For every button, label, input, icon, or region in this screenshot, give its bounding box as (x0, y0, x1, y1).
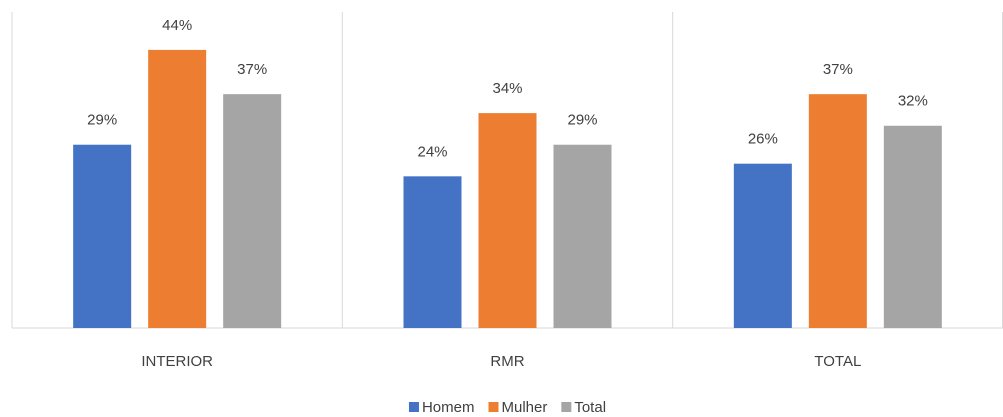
data-label: 29% (87, 112, 117, 129)
legend: Homem Mulher Total (408, 399, 606, 416)
bar (478, 113, 537, 329)
x-tick-label: TOTAL (814, 353, 861, 370)
x-tick-label: RMR (490, 353, 524, 370)
legend-label: Total (574, 399, 606, 416)
bar (883, 125, 942, 328)
x-tick-label: INTERIOR (141, 353, 213, 370)
bar (733, 163, 792, 328)
data-label: 37% (237, 61, 267, 78)
legend-swatch (488, 402, 499, 412)
data-label: 29% (567, 112, 597, 129)
bar (223, 94, 282, 328)
legend-label: Mulher (501, 399, 547, 416)
legend-label: Homem (422, 399, 475, 416)
data-label: 24% (417, 143, 447, 160)
data-label: 44% (162, 17, 192, 34)
legend-swatch (561, 402, 572, 412)
bar (553, 144, 612, 328)
bar (73, 144, 132, 328)
data-label: 26% (748, 131, 778, 148)
bar (148, 49, 207, 329)
bar (403, 176, 462, 328)
legend-swatch (408, 402, 419, 412)
data-label: 32% (898, 93, 928, 110)
bar (808, 94, 867, 328)
data-label: 37% (823, 61, 853, 78)
data-label: 34% (492, 80, 522, 97)
